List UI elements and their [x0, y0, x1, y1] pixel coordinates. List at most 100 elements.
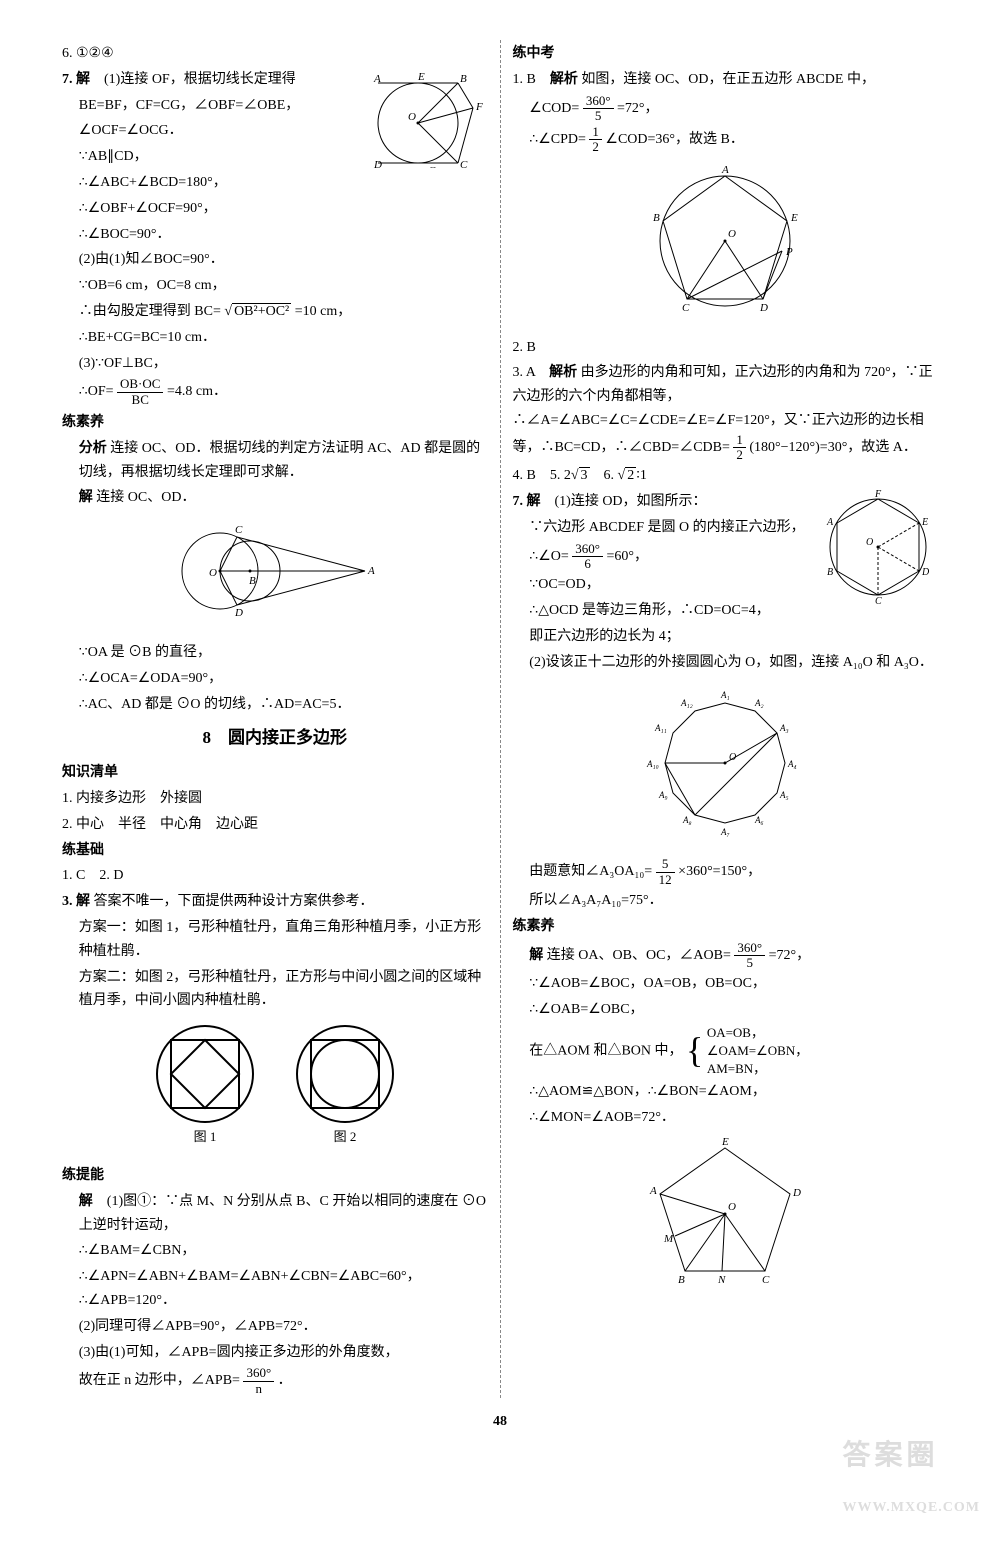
t: 方案二：如图 2，弓形种植牡丹，正方形与中间小圆之间的区域种植月季，中间小圆内种…: [62, 966, 488, 1014]
svg-text:O: O: [408, 111, 416, 123]
svg-text:A₄: A₄: [787, 759, 797, 769]
num: OB·OC: [117, 377, 163, 392]
sqrt: OB²+OC²: [232, 303, 291, 319]
t: ∶1: [636, 468, 647, 483]
t: 解: [79, 490, 93, 505]
svg-text:A: A: [721, 164, 729, 176]
item-7-head: 7. 解: [62, 72, 90, 87]
t: 连接 OA、OB、OC，∠AOB=: [543, 948, 731, 963]
svg-text:D: D: [792, 1187, 801, 1199]
t: ∠COD= 360°5 =72°，: [513, 94, 939, 124]
svg-text:C: C: [235, 524, 243, 536]
fig-item7: A E B F C D G O: [368, 68, 488, 177]
t: ∴∠BOC=90°．: [62, 223, 488, 247]
svg-text:A₁₁: A₁₁: [654, 723, 667, 733]
t: ∴OF= OB·OCBC =4.8 cm．: [62, 377, 488, 407]
page-number: 48: [50, 1410, 950, 1434]
t: ∵OA 是 ⊙B 的直径，: [62, 641, 488, 665]
svg-text:A₁₀: A₁₀: [646, 759, 659, 769]
svg-text:A₁: A₁: [720, 690, 730, 700]
lzk: 练中考: [513, 42, 939, 66]
frac: 360°5: [583, 94, 614, 124]
svg-text:B: B: [827, 567, 833, 578]
page-root: 6. ①②④ A E B F C D G O 7. 解 (1)连接 OF，根据切…: [50, 40, 950, 1398]
brace-content: OA=OB， ∠OAM=∠OBN， AM=BN，: [707, 1024, 808, 1079]
svg-text:O: O: [728, 228, 736, 240]
t: =10 cm，: [295, 304, 352, 319]
fig-pentagon: A B E C D O P: [513, 161, 939, 330]
t: 7. 解: [513, 494, 541, 509]
den: 5: [583, 109, 614, 123]
svg-text:C: C: [762, 1274, 770, 1286]
right-column: 练中考 1. B 解析 如图，连接 OC、OD，在正五边形 ABCDE 中， ∠…: [501, 40, 951, 1398]
t: =72°，: [617, 101, 659, 116]
frac: 360°6: [572, 542, 603, 572]
svg-text:C: C: [682, 302, 690, 314]
ltn: 练提能: [62, 1164, 488, 1188]
frac: 512: [656, 857, 675, 887]
t: 4. B 5. 2: [513, 468, 571, 483]
t: (2)同理可得∠APB=90°，∠APB=72°．: [62, 1315, 488, 1339]
svg-text:D: D: [234, 607, 243, 619]
t: ∴∠OCA=∠ODA=90°，: [62, 667, 488, 691]
svg-text:M: M: [663, 1233, 674, 1245]
t: 连接 OC、OD．: [93, 490, 196, 505]
svg-text:E: E: [921, 517, 928, 528]
svg-text:E: E: [417, 71, 425, 83]
t: 2. B: [513, 336, 939, 360]
sqrt: 2: [625, 467, 636, 483]
section-8-title: 8 圆内接正多边形: [62, 724, 488, 753]
t: ∵OB=6 cm，OC=8 cm，: [62, 274, 488, 298]
den: 2: [733, 448, 746, 462]
t: ∴∠APN=∠ABN+∠BAM=∠ABN+∠CBN=∠ABC=60°，∴∠APB…: [62, 1265, 488, 1313]
t: ∴∠CPD=: [529, 132, 586, 147]
svg-text:A₆: A₆: [754, 815, 764, 825]
svg-text:O: O: [729, 752, 736, 763]
t: 方案一：如图 1，弓形种植牡丹，直角三角形种植月季，小正方形种植杜鹃．: [62, 916, 488, 964]
t: =4.8 cm．: [167, 384, 227, 399]
watermark: 答案圈 WWW.MXQE.COM: [843, 1432, 980, 1527]
t: (3)由(1)可知，∠APB=圆内接正多边形的外角度数，: [62, 1341, 488, 1365]
watermark-text: 答案圈: [843, 1440, 939, 1471]
t: 在△AOM 和△BON 中， { OA=OB， ∠OAM=∠OBN， AM=BN…: [513, 1024, 939, 1079]
t: (3)∵OF⊥BC，: [62, 352, 488, 376]
num: 1: [589, 125, 602, 140]
t: 连接 OC、OD．根据切线的判定方法证明 AC、AD 都是圆的切线，再根据切线长…: [79, 441, 480, 480]
den: 6: [572, 557, 603, 571]
svg-text:B: B: [653, 212, 660, 224]
t: (1)连接 OD，如图所示：: [555, 494, 707, 509]
svg-text:P: P: [785, 246, 793, 258]
t: 如图，连接 OC、OD，在正五边形 ABCDE 中，: [578, 72, 875, 87]
t: 在△AOM 和△BON 中，: [529, 1043, 682, 1058]
svg-text:O: O: [866, 537, 873, 548]
svg-text:A₅: A₅: [779, 790, 789, 800]
svg-text:C: C: [875, 596, 882, 605]
frac: OB·OCBC: [117, 377, 163, 407]
svg-text:C: C: [460, 159, 468, 168]
den: BC: [117, 393, 163, 407]
t: (1)图①：∵点 M、N 分别从点 B、C 开始以相同的速度在 ⊙O 上逆时针运…: [79, 1194, 486, 1233]
t: ∴由勾股定理得到 BC= √OB²+OC² =10 cm，: [62, 300, 488, 324]
svg-text:E: E: [790, 212, 798, 224]
frac: 12: [589, 125, 602, 155]
svg-text:A: A: [367, 565, 375, 577]
num: 360°: [734, 941, 765, 956]
item-6: 6. ①②④: [62, 42, 488, 66]
left-column: 6. ①②④ A E B F C D G O 7. 解 (1)连接 OF，根据切…: [50, 40, 501, 1398]
t: ∴由勾股定理得到 BC=: [79, 304, 221, 319]
den: 5: [734, 956, 765, 970]
t: 故在正 n 边形中，∠APB= 360°n ．: [62, 1366, 488, 1396]
t: 即正六边形的边长为 4；: [513, 625, 939, 649]
num: 5: [656, 857, 675, 872]
t: 解析: [550, 72, 578, 87]
t: (180°−120°)=30°，故选 A．: [749, 440, 917, 455]
svg-text:A₉: A₉: [658, 790, 668, 800]
svg-text:A₃: A₃: [779, 723, 789, 733]
t: 4. B 5. 2√3 6. √2∶1: [513, 464, 939, 488]
svg-text:A: A: [373, 73, 381, 85]
frac: 360°5: [734, 941, 765, 971]
svg-text:B: B: [678, 1274, 685, 1286]
t: 1. C 2. D: [62, 864, 488, 888]
t: 解析: [549, 365, 577, 380]
t: 1. 内接多边形 外接圆: [62, 787, 488, 811]
